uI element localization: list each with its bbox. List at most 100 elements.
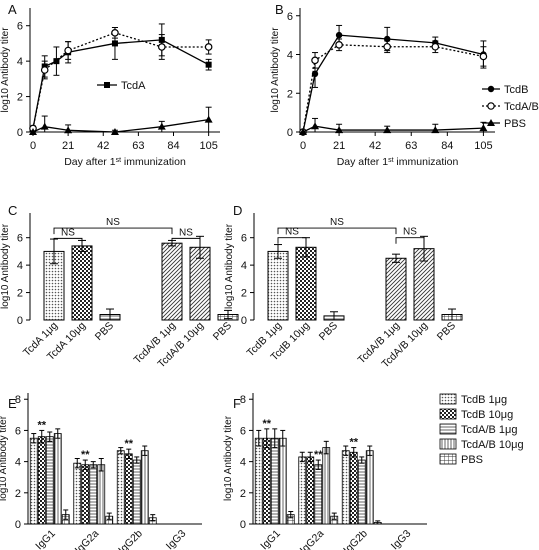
data-point	[110, 128, 119, 135]
data-point	[431, 42, 440, 51]
x-tick-label: IgG2a	[298, 528, 327, 550]
bar	[306, 456, 315, 525]
y-tick-label: 6	[287, 11, 293, 23]
y-tick-label: 4	[17, 56, 23, 68]
y-tick-label: 8	[240, 394, 246, 406]
y-axis-label: log10 Antibody titer	[224, 223, 235, 309]
bar	[298, 456, 307, 525]
data-point	[204, 115, 213, 123]
y-tick-label: 6	[241, 233, 247, 245]
y-tick-label: 2	[241, 288, 247, 300]
panel-letter: B	[275, 2, 284, 17]
y-tick-label: 2	[240, 488, 246, 500]
series-line	[302, 125, 484, 133]
x-tick-label: 42	[97, 140, 109, 152]
x-axis-label: Day after 1st immunization	[64, 156, 186, 168]
y-tick-label: 6	[17, 233, 23, 245]
y-tick-label: 0	[241, 315, 247, 327]
legend-swatch	[439, 408, 457, 420]
legend-swatch-marker	[487, 102, 495, 110]
bar	[97, 464, 106, 525]
x-tick-label: IgG3	[389, 528, 414, 550]
x-tick-label: 105	[474, 140, 492, 152]
legend-swatch-marker	[104, 82, 110, 88]
data-point	[299, 128, 307, 135]
x-tick-label: 0	[30, 140, 36, 152]
bar	[267, 250, 289, 321]
significance-bracket	[53, 227, 173, 235]
significance-bracket	[277, 227, 397, 235]
data-point	[64, 46, 72, 55]
series-line	[32, 118, 209, 133]
x-tick-label: 84	[167, 140, 179, 152]
bar	[365, 450, 374, 525]
bar	[132, 459, 141, 525]
y-tick-label: 0	[17, 127, 23, 139]
data-point	[383, 42, 391, 51]
x-tick-label: 0	[300, 140, 306, 152]
bar	[349, 451, 358, 525]
bar	[29, 437, 38, 525]
bar	[341, 450, 350, 525]
bar	[116, 450, 125, 525]
y-tick-label: 2	[17, 288, 23, 300]
bar	[161, 242, 183, 321]
y-axis-label: log10 Antibody titer	[0, 223, 11, 309]
x-tick-label: IgG2b	[341, 528, 370, 550]
legend-label: TcdA	[121, 80, 146, 92]
significance-bracket	[277, 237, 307, 244]
y-axis-label: log10 Antibody titer	[223, 415, 234, 501]
bar	[71, 245, 93, 321]
x-tick-label: 105	[199, 140, 217, 152]
data-point	[29, 128, 37, 135]
legend-label: TcdB	[504, 84, 528, 96]
y-axis-label: log10 Antibody titer	[270, 27, 281, 113]
series-line	[302, 44, 484, 133]
bar	[53, 433, 62, 525]
data-point	[111, 28, 119, 37]
y-tick-label: 6	[17, 21, 23, 33]
data-point	[335, 31, 343, 39]
x-tick-label: 21	[62, 140, 74, 152]
bar	[262, 437, 271, 525]
y-tick-label: 6	[240, 425, 246, 437]
x-tick-label: PBS	[317, 320, 340, 343]
bar	[322, 447, 331, 525]
data-point	[40, 122, 49, 130]
y-tick-label: 2	[15, 488, 21, 500]
bar	[45, 436, 54, 525]
bar	[314, 464, 323, 525]
x-axis-label: Day after 1st immunization	[337, 156, 459, 168]
bar	[295, 246, 317, 321]
significance-label: **	[124, 438, 133, 450]
bar	[89, 464, 98, 525]
legend-label: TcdB 10μg	[461, 409, 513, 421]
y-tick-label: 4	[287, 50, 293, 62]
legend-label: TcdB 1μg	[461, 394, 507, 406]
bar	[385, 257, 407, 321]
bar	[270, 437, 279, 525]
legend-swatch	[439, 453, 457, 465]
x-tick-label: 21	[333, 140, 345, 152]
x-tick-label: IgG1	[33, 528, 58, 550]
data-point	[335, 126, 344, 134]
data-point	[158, 43, 166, 51]
data-point	[205, 61, 212, 68]
y-tick-label: 0	[287, 127, 293, 139]
legend-label: TcdA/B 10μg	[461, 439, 524, 451]
series-line	[302, 34, 484, 133]
legend-label: PBS	[461, 454, 483, 466]
legend-swatch	[439, 438, 457, 450]
x-tick-label: PBS	[93, 320, 116, 343]
x-tick-label: 84	[441, 140, 453, 152]
data-point	[157, 122, 166, 130]
panel-letter: D	[233, 203, 242, 218]
legend-label: TcdA/B 1μg	[461, 424, 517, 436]
x-tick-label: IgG2a	[73, 528, 102, 550]
y-axis-label: log10 Antibody titer	[0, 415, 9, 501]
x-tick-label: IgG2b	[116, 528, 145, 550]
data-point	[53, 58, 60, 65]
data-point	[479, 124, 488, 132]
